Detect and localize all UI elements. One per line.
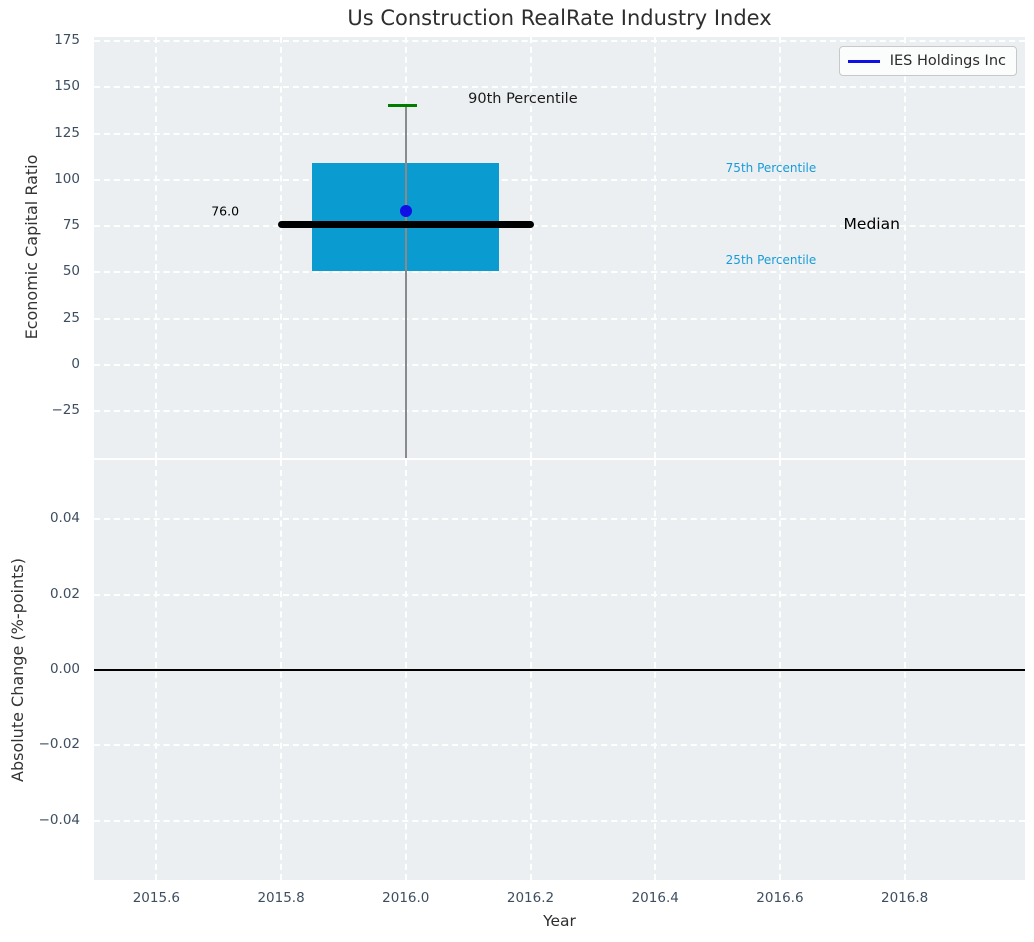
y-tick-label: 100 — [54, 170, 80, 187]
grid-line-horizontal — [94, 518, 1025, 521]
grid-line-vertical — [155, 37, 158, 458]
grid-line-horizontal — [94, 317, 1025, 320]
x-tick-label: 2016.0 — [382, 890, 430, 906]
y-tick-label: 25 — [62, 309, 80, 326]
annotation-90th-percentile: 90th Percentile — [468, 90, 578, 107]
x-tick-label: 2015.8 — [257, 890, 305, 906]
zero-line — [94, 669, 1025, 671]
grid-line-horizontal — [94, 178, 1025, 181]
grid-line-horizontal — [94, 593, 1025, 596]
p90-cap — [387, 104, 417, 108]
bottom-axes-plot-area — [94, 460, 1025, 880]
grid-line-horizontal — [94, 132, 1025, 135]
grid-line-horizontal — [94, 819, 1025, 822]
x-tick-label: 2016.6 — [756, 890, 804, 906]
legend-label: IES Holdings Inc — [889, 53, 1006, 69]
annotation-76-0: 76.0 — [211, 203, 240, 219]
y-tick-label: 150 — [54, 78, 80, 95]
x-axis-label-year: Year — [543, 912, 576, 930]
y-tick-label: 0.00 — [49, 661, 80, 677]
annotation-25th-percentile: 25th Percentile — [725, 253, 817, 268]
y-tick-label: 75 — [62, 217, 80, 234]
legend: IES Holdings Inc — [838, 46, 1017, 76]
x-tick-label: 2016.4 — [631, 890, 679, 906]
grid-line-horizontal — [94, 86, 1025, 89]
y-tick-label: 50 — [62, 263, 80, 280]
y-tick-label: 175 — [54, 32, 80, 49]
top-axes-plot-area: IES Holdings Inc — [94, 37, 1025, 458]
grid-line-horizontal — [94, 271, 1025, 274]
y-tick-label: −0.02 — [38, 736, 80, 753]
grid-line-horizontal — [94, 40, 1025, 43]
grid-line-vertical — [529, 37, 532, 458]
y-tick-label: 125 — [54, 124, 80, 141]
y-tick-label: −25 — [51, 402, 81, 419]
grid-line-vertical — [903, 37, 906, 458]
x-tick-label: 2016.8 — [881, 890, 929, 906]
y-tick-label: 0.04 — [49, 510, 80, 527]
grid-line-horizontal — [94, 225, 1025, 228]
grid-line-vertical — [280, 37, 283, 458]
y-tick-label: 0.02 — [49, 585, 80, 602]
legend-line-sample — [847, 59, 880, 63]
y-tick-label: −0.04 — [38, 811, 80, 828]
x-tick-label: 2015.6 — [132, 890, 180, 906]
grid-line-horizontal — [94, 744, 1025, 747]
annotation-75th-percentile: 75th Percentile — [725, 160, 817, 175]
grid-line-horizontal — [94, 410, 1025, 413]
annotation-median: Median — [843, 215, 900, 234]
median-line — [277, 220, 534, 228]
grid-line-vertical — [654, 37, 657, 458]
x-tick-label: 2016.2 — [506, 890, 555, 906]
y-tick-label: 0 — [71, 355, 80, 372]
company-point — [399, 205, 412, 218]
grid-line-horizontal — [94, 363, 1025, 366]
chart-title: Us Construction RealRate Industry Index — [347, 6, 772, 30]
grid-line-vertical — [778, 37, 781, 458]
whisker-line — [404, 105, 407, 458]
